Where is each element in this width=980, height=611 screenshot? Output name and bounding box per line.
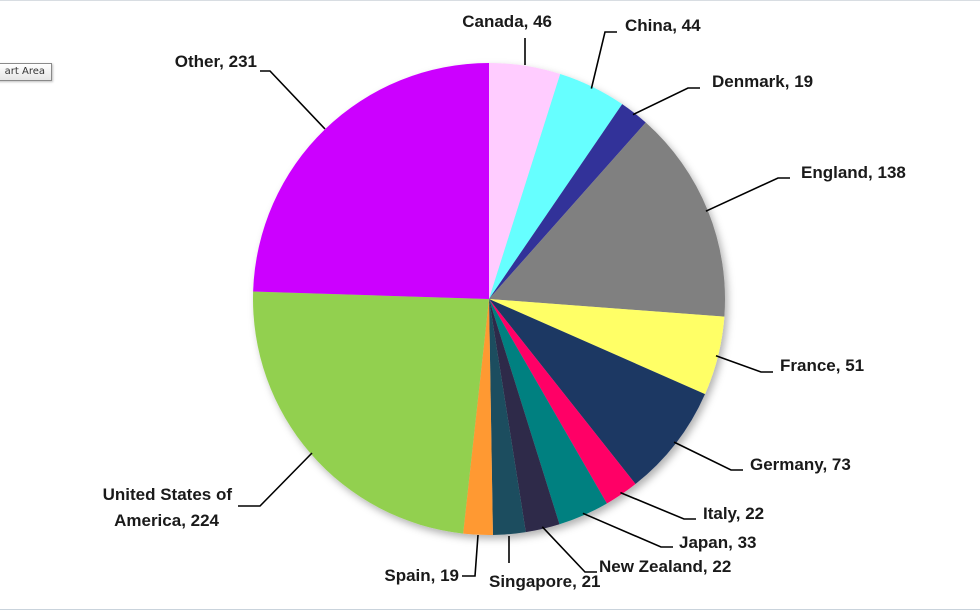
pie-slice-italy[interactable] — [489, 299, 636, 504]
pie-slice-canada[interactable] — [489, 63, 561, 299]
leader-lines — [238, 31, 790, 577]
data-label-france: France, 51 — [780, 356, 864, 375]
pie-slice-england[interactable] — [489, 122, 726, 317]
leader-line-other — [260, 70, 326, 130]
data-label-italy: Italy, 22 — [703, 504, 764, 523]
leader-line-japan — [582, 512, 673, 548]
chart-area-tooltip: art Area — [0, 63, 52, 81]
pie-slices — [253, 63, 726, 536]
pie-slice-united-states-of-america[interactable] — [253, 291, 489, 534]
leader-line-united-states-of-america — [238, 452, 313, 507]
data-label-other: Other, 231 — [175, 52, 257, 71]
pie-slice-france[interactable] — [489, 299, 725, 395]
data-label-new-zealand: New Zealand, 22 — [599, 557, 731, 576]
pie-slice-spain[interactable] — [463, 299, 493, 536]
data-label-united-states-of-america: United States of America, 224 — [103, 485, 233, 530]
leader-line-denmark — [632, 87, 700, 116]
leader-line-new-zealand — [541, 526, 597, 573]
leader-line-china — [590, 31, 617, 89]
data-label-canada: Canada, 46 — [462, 12, 552, 31]
pie-slice-denmark[interactable] — [489, 104, 646, 300]
data-label-spain: Spain, 19 — [384, 566, 459, 585]
leader-line-germany — [673, 441, 743, 471]
pie-slice-other[interactable] — [253, 63, 489, 299]
data-label-japan: Japan, 33 — [679, 533, 757, 552]
pie-slice-china[interactable] — [489, 74, 623, 299]
data-label-china: China, 44 — [625, 16, 701, 35]
leader-line-england — [705, 177, 790, 212]
leader-line-spain — [462, 534, 479, 577]
leader-line-france — [715, 354, 773, 373]
data-labels: Canada, 46 China, 44 Denmark, 19 England, 1… — [103, 12, 906, 591]
leader-line-italy — [620, 491, 696, 520]
pie-slice-new-zealand[interactable] — [489, 299, 560, 533]
data-label-germany: Germany, 73 — [750, 455, 851, 474]
data-label-england: England, 138 — [801, 163, 906, 182]
pie-slice-germany[interactable] — [489, 299, 705, 485]
data-label-denmark: Denmark, 19 — [712, 72, 813, 91]
pie-slice-japan[interactable] — [489, 299, 607, 525]
pie-slice-singapore[interactable] — [489, 299, 526, 535]
data-label-singapore: Singapore, 21 — [489, 572, 600, 591]
